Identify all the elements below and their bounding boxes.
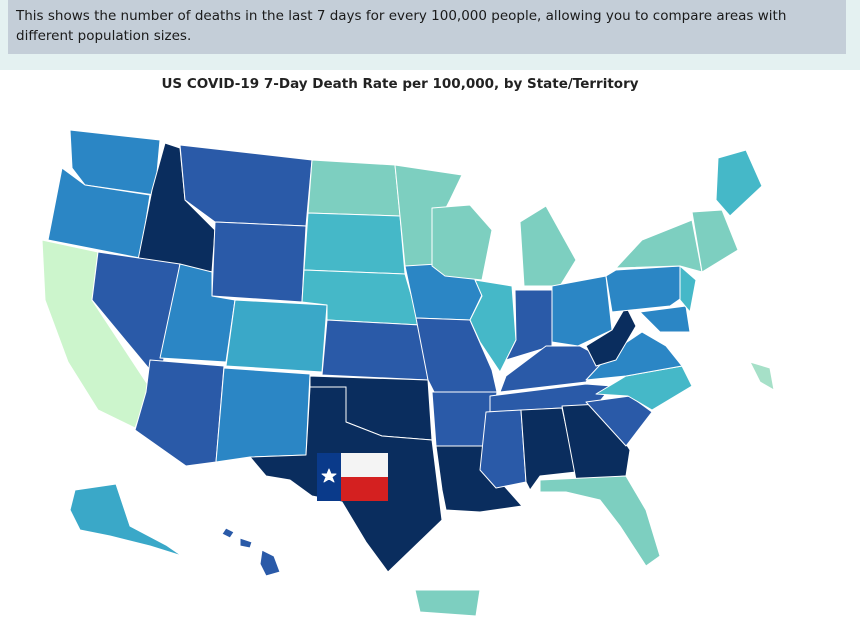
state: [605, 265, 691, 313]
state: [691, 209, 739, 273]
state: [303, 212, 406, 275]
state: [179, 144, 313, 227]
hawaii: [221, 527, 235, 539]
state: [539, 475, 661, 567]
state: [321, 319, 429, 381]
hawaii: [259, 549, 281, 577]
state: [431, 204, 493, 281]
state: [215, 367, 311, 463]
map-title: US COVID-19 7-Day Death Rate per 100,000…: [161, 76, 639, 92]
state: [715, 149, 763, 217]
flag-star: [321, 468, 337, 483]
state: [469, 279, 517, 373]
texas-flag: [317, 453, 388, 501]
states: [41, 129, 775, 617]
state: [225, 299, 328, 373]
state: [585, 395, 653, 447]
state: [551, 275, 613, 347]
puerto-rico: [414, 589, 481, 617]
alaska: [69, 483, 183, 557]
flag-white: [341, 453, 388, 477]
description: This shows the number of deaths in the l…: [8, 0, 846, 54]
state: [134, 359, 225, 467]
state: [211, 221, 307, 303]
state: [679, 265, 697, 313]
state: [519, 205, 577, 287]
state: [307, 159, 401, 217]
state: [639, 305, 691, 333]
state: [505, 289, 553, 361]
state: [585, 305, 637, 367]
state: [615, 219, 703, 273]
flag-red: [341, 477, 388, 501]
hawaii: [239, 537, 253, 549]
virgin-islands: [749, 361, 775, 391]
state: [479, 409, 527, 489]
